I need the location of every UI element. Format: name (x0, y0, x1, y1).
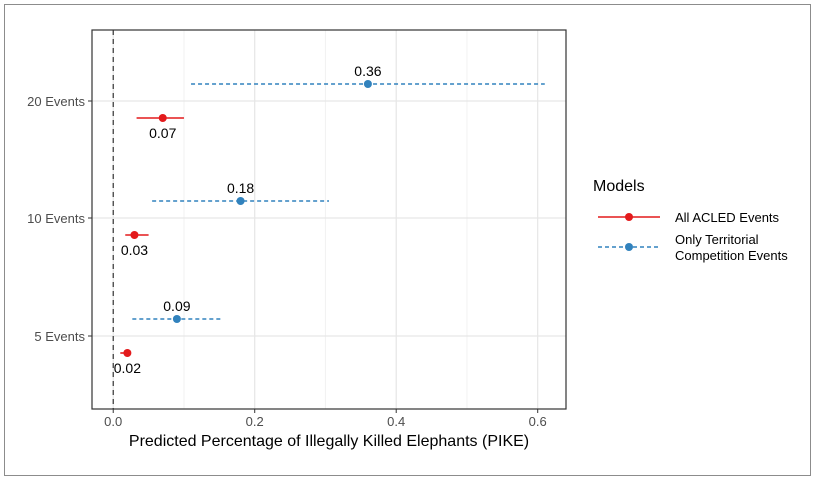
point-estimate (236, 197, 245, 205)
y-tick-label: 5 Events (34, 329, 85, 344)
point-estimate (363, 80, 372, 88)
x-axis-title: Predicted Percentage of Illegally Killed… (129, 433, 529, 450)
legend-label-territorial-line2: Competition Events (675, 248, 788, 263)
x-tick-label: 0.6 (529, 414, 547, 429)
chart-frame (4, 4, 811, 476)
legend-key-point-territorial (625, 243, 633, 251)
legend-label-territorial-line1: Only Territorial (675, 232, 759, 247)
x-tick-label: 0.4 (387, 414, 405, 429)
grid (92, 30, 566, 409)
y-tick-label: 20 Events (27, 94, 85, 109)
x-tick-label: 0.2 (246, 414, 264, 429)
plot-panel (91, 29, 567, 410)
data-label: 0.02 (114, 360, 141, 376)
point-estimate (130, 231, 139, 239)
data-label: 0.36 (354, 63, 381, 79)
data-label: 0.07 (149, 125, 176, 141)
point-estimate (123, 349, 132, 357)
y-tick-label: 10 Events (27, 211, 85, 226)
legend: Models All ACLED Events Only Territorial… (593, 178, 788, 263)
data-label: 0.09 (163, 298, 190, 314)
x-tick-label: 0.0 (104, 414, 122, 429)
marks: 0.07 0.03 0.02 0.36 0.18 0.09 (114, 63, 545, 376)
data-label: 0.03 (121, 242, 148, 258)
legend-key-point-acled (625, 213, 633, 221)
legend-title: Models (593, 178, 645, 195)
axes: 0.0 0.2 0.4 0.6 5 Events 10 Events 20 Events (27, 94, 547, 429)
legend-label-acled: All ACLED Events (675, 210, 780, 225)
point-estimate (172, 315, 181, 323)
point-estimate (158, 114, 167, 122)
data-label: 0.18 (227, 180, 254, 196)
